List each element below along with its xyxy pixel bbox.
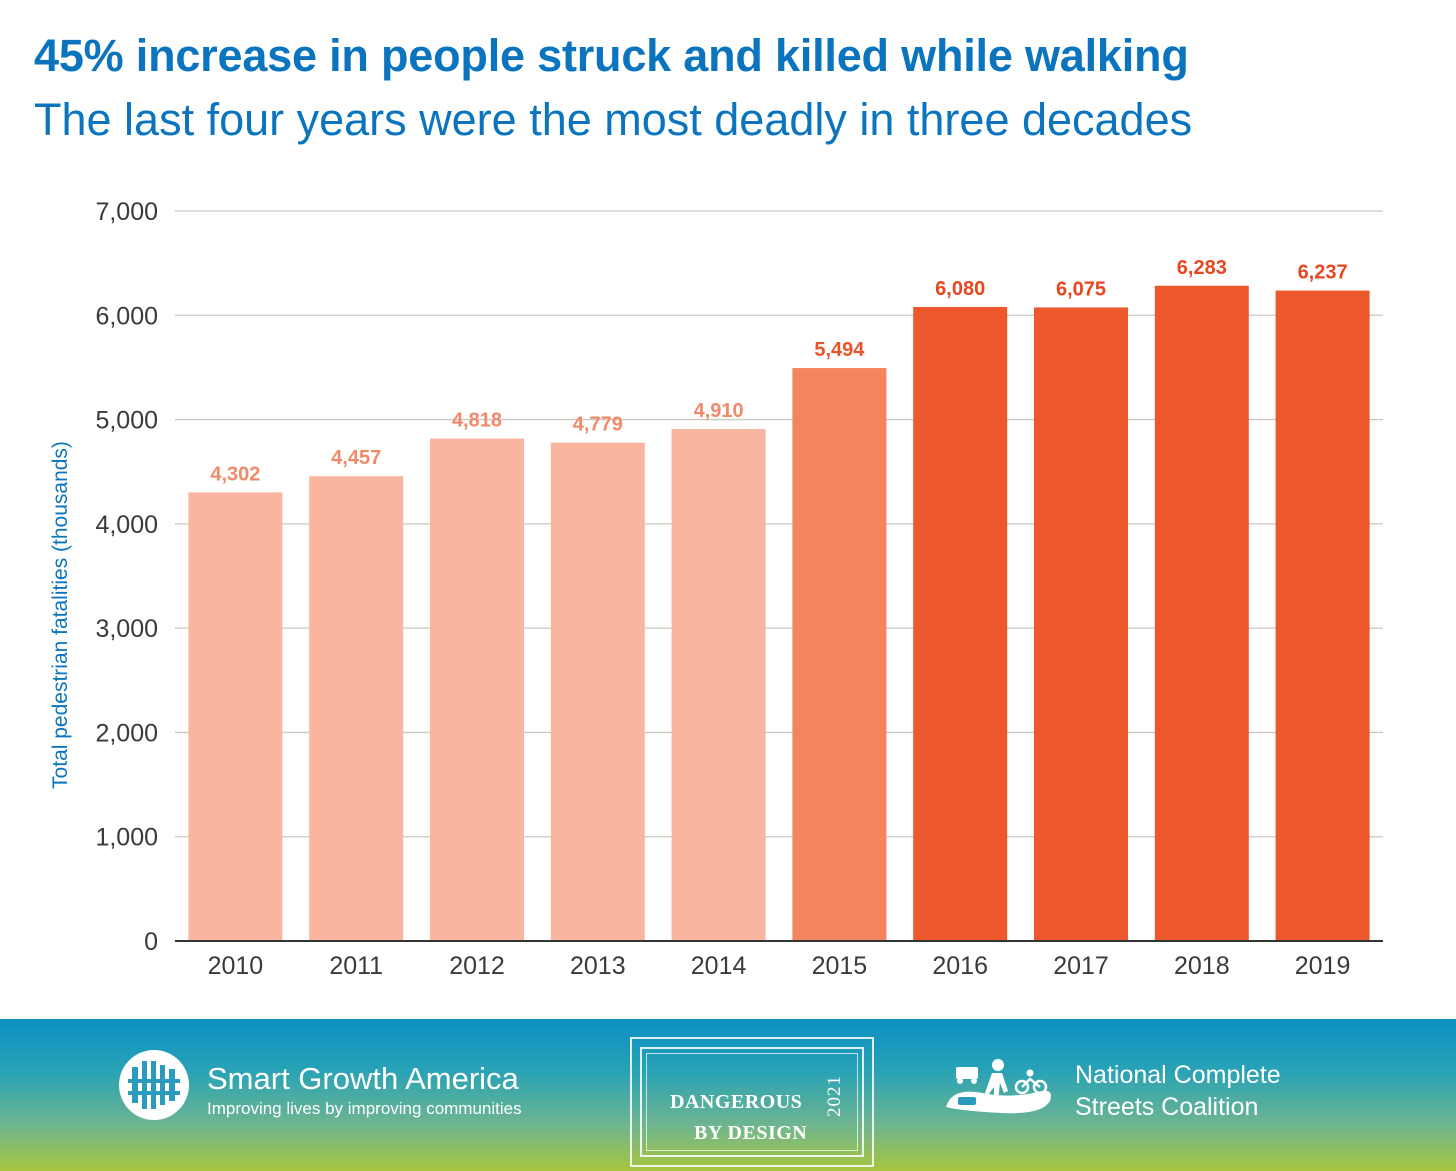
bar (550, 442, 645, 941)
bar (1154, 285, 1249, 942)
x-tick-label: 2018 (1174, 952, 1230, 980)
bar (792, 368, 887, 941)
building-grid-icon (119, 1050, 189, 1120)
ncs-name-line2: Streets Coalition (1075, 1093, 1259, 1121)
bar (671, 428, 766, 941)
data-label: 6,283 (1177, 257, 1227, 279)
dbd-year: 2021 (824, 1075, 845, 1117)
x-tick-label: 2011 (329, 952, 383, 980)
bar-chart: 0 1,000 2,000 3,000 4,000 5,000 6,000 7,000 4,30… (95, 198, 1383, 980)
bar (1034, 307, 1128, 941)
x-tick-label: 2015 (812, 952, 868, 980)
data-label: 4,779 (573, 414, 623, 436)
bar (309, 476, 404, 941)
x-tick-label: 2014 (691, 952, 747, 980)
y-tick-label: 6,000 (95, 302, 158, 330)
sga-name: Smart Growth America (207, 1061, 519, 1096)
bar (913, 306, 1008, 941)
data-label: 6,080 (935, 278, 985, 300)
y-tick-label: 5,000 (95, 407, 158, 435)
data-label: 4,457 (331, 447, 381, 469)
bar (430, 438, 524, 941)
y-tick-label: 0 (144, 928, 158, 956)
ncs-name-line1: National Complete (1075, 1061, 1281, 1089)
chart-title: 45% increase in people struck and killed… (34, 30, 1189, 81)
data-label: 6,075 (1056, 278, 1106, 300)
x-tick-label: 2010 (208, 952, 264, 980)
bar (188, 492, 283, 941)
x-tick-label: 2017 (1053, 952, 1109, 980)
data-label: 6,237 (1298, 262, 1348, 284)
x-tick-label: 2013 (570, 952, 626, 980)
dbd-line2: BY DESIGN (694, 1122, 808, 1144)
x-tick-label: 2016 (932, 952, 988, 980)
data-label: 4,818 (452, 410, 502, 432)
street-people-icon (946, 1059, 1051, 1114)
dangerous-by-design-badge: DANGEROUS BY DESIGN 2021 (630, 1037, 874, 1167)
y-tick-label: 4,000 (95, 511, 158, 539)
x-tick-label: 2012 (449, 952, 505, 980)
y-tick-label: 3,000 (95, 615, 158, 643)
dbd-line1: DANGEROUS (670, 1091, 803, 1113)
sga-tagline: Improving lives by improving communities (207, 1099, 522, 1118)
bar (1275, 290, 1370, 941)
footer-banner: Smart Growth America Improving lives by … (0, 1019, 1456, 1171)
y-tick-label: 7,000 (95, 198, 158, 226)
data-label: 4,302 (210, 463, 260, 485)
y-tick-label: 1,000 (95, 824, 158, 852)
data-label: 4,910 (694, 400, 744, 422)
chart-subtitle: The last four years were the most deadly… (34, 94, 1193, 145)
y-tick-label: 2,000 (95, 719, 158, 747)
y-axis-label: Total pedestrian fatalities (thousands) (49, 441, 72, 789)
x-tick-label: 2019 (1295, 952, 1351, 980)
data-label: 5,494 (814, 339, 865, 361)
